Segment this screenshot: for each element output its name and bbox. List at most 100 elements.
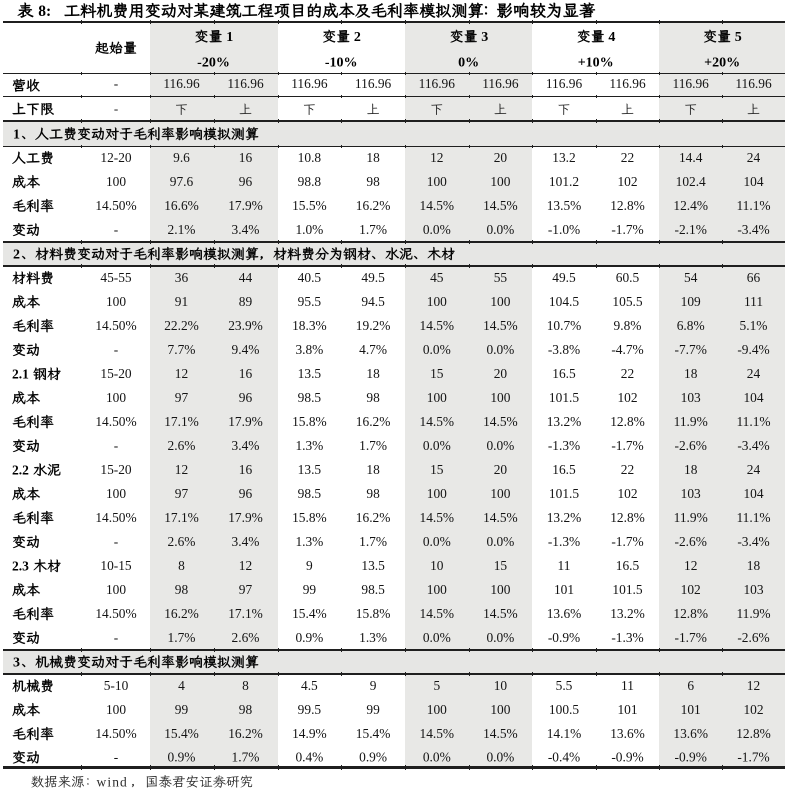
svg-text:15: 15 [430,366,444,381]
svg-text:11.1%: 11.1% [736,198,770,213]
svg-text:8: 8 [178,558,185,573]
svg-text:13.2: 13.2 [552,150,575,165]
svg-text:100: 100 [106,486,126,501]
svg-text:116.96: 116.96 [355,76,392,91]
svg-text:15.4%: 15.4% [164,726,199,741]
svg-text:99: 99 [303,582,317,597]
svg-text:5.5: 5.5 [556,678,573,693]
svg-text:111: 111 [744,294,763,309]
svg-text:4.7%: 4.7% [359,342,387,357]
svg-text:15.8%: 15.8% [292,414,327,429]
svg-text:22: 22 [621,366,634,381]
svg-text:15-20: 15-20 [100,366,132,381]
svg-text:12.4%: 12.4% [673,198,708,213]
svg-text:1.3%: 1.3% [295,534,323,549]
svg-text:22: 22 [621,150,634,165]
svg-text:23.9%: 23.9% [228,318,263,333]
svg-text:1.7%: 1.7% [359,438,387,453]
svg-text:-0.4%: -0.4% [548,750,580,765]
svg-text:100: 100 [427,486,447,501]
svg-text:60.5: 60.5 [616,270,640,285]
svg-text:101: 101 [681,702,701,717]
svg-text:9.4%: 9.4% [232,342,260,357]
svg-text:20: 20 [494,150,508,165]
svg-text:10.7%: 10.7% [547,318,582,333]
svg-text:100: 100 [427,702,447,717]
svg-text:-9.4%: -9.4% [737,342,769,357]
svg-text:3.4%: 3.4% [232,438,260,453]
svg-text:0.9%: 0.9% [168,750,196,765]
svg-text:0.0%: 0.0% [423,222,451,237]
svg-text:12: 12 [175,366,188,381]
svg-text:-1.7%: -1.7% [675,630,707,645]
svg-text:-0.9%: -0.9% [548,630,580,645]
svg-text:16.2%: 16.2% [356,414,391,429]
svg-text:-0.9%: -0.9% [611,750,643,765]
svg-text:19.2%: 19.2% [356,318,391,333]
svg-text:1: 1 [226,30,233,45]
svg-text:1.3%: 1.3% [295,438,323,453]
svg-text:5.1%: 5.1% [740,318,768,333]
svg-text:-: - [114,342,118,357]
svg-text:17.9%: 17.9% [228,198,263,213]
svg-text:17.9%: 17.9% [228,510,263,525]
svg-text:3.4%: 3.4% [232,222,260,237]
svg-text:102: 102 [617,486,637,501]
svg-text:3.4%: 3.4% [232,534,260,549]
svg-text:100: 100 [490,486,510,501]
svg-text:-7.7%: -7.7% [675,342,707,357]
svg-text:15-20: 15-20 [100,462,132,477]
svg-text:14.5%: 14.5% [483,318,518,333]
svg-text:-1.3%: -1.3% [611,630,643,645]
svg-text:0%: 0% [458,55,479,70]
svg-text:8:: 8: [38,3,51,20]
svg-text:116.96: 116.96 [291,76,328,91]
svg-text:55: 55 [494,270,508,285]
svg-text:100: 100 [427,582,447,597]
svg-text:16: 16 [239,462,253,477]
svg-text:14.5%: 14.5% [483,414,518,429]
svg-text:11.9%: 11.9% [736,606,770,621]
svg-text:13.6%: 13.6% [673,726,708,741]
svg-text:104: 104 [743,486,763,501]
svg-text:11.9%: 11.9% [674,414,708,429]
svg-text:2.6%: 2.6% [232,630,260,645]
svg-text:8: 8 [242,678,249,693]
svg-text:20: 20 [494,462,508,477]
svg-text:0.0%: 0.0% [423,534,451,549]
svg-text:102: 102 [743,702,763,717]
svg-text:20: 20 [494,366,508,381]
svg-text:16: 16 [239,366,253,381]
svg-text:40.5: 40.5 [298,270,322,285]
svg-text:44: 44 [239,270,253,285]
svg-text:0.0%: 0.0% [423,342,451,357]
svg-text:5: 5 [433,678,440,693]
svg-text:14.50%: 14.50% [95,606,136,621]
svg-text:98: 98 [175,582,189,597]
svg-text:-: - [114,76,118,91]
svg-text:12: 12 [684,558,697,573]
svg-text:24: 24 [747,366,761,381]
svg-text:3.8%: 3.8% [295,342,323,357]
svg-text:102.4: 102.4 [676,174,706,189]
svg-text:103: 103 [681,486,701,501]
svg-text:16.5: 16.5 [552,366,576,381]
svg-text:49.5: 49.5 [361,270,385,285]
svg-text:1.7%: 1.7% [168,630,196,645]
svg-text:17.1%: 17.1% [164,510,199,525]
svg-text:16: 16 [239,150,253,165]
svg-text:105.5: 105.5 [612,294,642,309]
svg-text:99.5: 99.5 [298,702,322,717]
svg-text:104: 104 [743,174,763,189]
svg-text:12.8%: 12.8% [610,510,645,525]
svg-text:+10%: +10% [578,55,614,70]
svg-text:0.9%: 0.9% [359,750,387,765]
svg-text:7.7%: 7.7% [168,342,196,357]
svg-text:98: 98 [239,702,253,717]
svg-text:100.5: 100.5 [549,702,579,717]
svg-text:116.96: 116.96 [546,76,583,91]
svg-text:16.5: 16.5 [616,558,640,573]
svg-text:97: 97 [239,582,253,597]
svg-text:14.50%: 14.50% [95,318,136,333]
svg-text:-3.4%: -3.4% [737,438,769,453]
